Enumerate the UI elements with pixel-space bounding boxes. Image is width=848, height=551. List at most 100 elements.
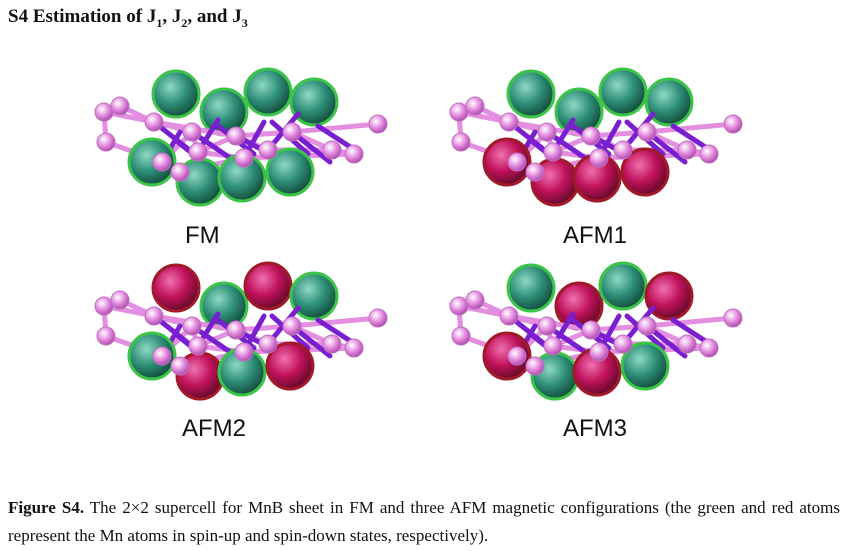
section-heading: S4 Estimation of J1, J2, and J3 xyxy=(8,6,248,30)
boron-atom xyxy=(451,132,471,152)
mn-atom-spin-up xyxy=(289,77,339,127)
boron-atom xyxy=(110,96,130,116)
panel-label-afm2: AFM2 xyxy=(182,415,247,442)
boron-atom xyxy=(96,132,116,152)
mn-atom-spin-down xyxy=(265,341,315,391)
mn-atom-spin-up xyxy=(127,331,177,381)
mn-atom-spin-up xyxy=(598,261,648,311)
boron-atom xyxy=(234,342,254,362)
boron-atom xyxy=(152,346,172,366)
b-b-bond xyxy=(289,121,381,135)
boron-atom xyxy=(581,126,601,146)
boron-atom xyxy=(465,96,485,116)
mn-atom-spin-up xyxy=(506,263,556,313)
mn-atom-spin-up xyxy=(243,67,293,117)
mn-atom-spin-up xyxy=(127,137,177,187)
boron-atom xyxy=(637,122,657,142)
boron-atom xyxy=(677,334,697,354)
boron-atom xyxy=(613,334,633,354)
boron-atom xyxy=(182,122,202,142)
boron-atom xyxy=(637,316,657,336)
mn-atom-spin-up xyxy=(289,271,339,321)
boron-atom xyxy=(152,152,172,172)
mnb-structure-afm1 xyxy=(449,67,743,207)
boron-atom xyxy=(170,356,190,376)
boron-atom xyxy=(465,290,485,310)
structure-panel-afm3 xyxy=(423,256,753,416)
boron-atom xyxy=(613,140,633,160)
boron-atom xyxy=(282,122,302,142)
mn-atom-spin-up xyxy=(506,69,556,119)
boron-atom xyxy=(94,102,114,122)
boron-atom xyxy=(282,316,302,336)
mnb-structure-fm xyxy=(94,67,388,207)
boron-atom xyxy=(322,140,342,160)
boron-atom xyxy=(525,356,545,376)
b-b-bond xyxy=(644,315,736,329)
boron-atom xyxy=(182,316,202,336)
structure-panel-afm2 xyxy=(68,256,398,416)
mn-atom-spin-down xyxy=(243,261,293,311)
boron-atom xyxy=(543,336,563,356)
boron-atom xyxy=(344,144,364,164)
b-b-bond xyxy=(289,315,381,329)
boron-atom xyxy=(723,114,743,134)
mn-atom-spin-down xyxy=(482,331,532,381)
boron-atom xyxy=(537,122,557,142)
boron-atom xyxy=(499,306,519,326)
boron-atom xyxy=(543,142,563,162)
boron-atom xyxy=(449,102,469,122)
boron-atom xyxy=(170,162,190,182)
boron-atom xyxy=(96,326,116,346)
boron-atom xyxy=(677,140,697,160)
mn-atom-spin-up xyxy=(151,69,201,119)
boron-atom xyxy=(589,148,609,168)
boron-atom xyxy=(144,112,164,132)
mn-atom-spin-up xyxy=(644,77,694,127)
boron-atom xyxy=(449,296,469,316)
panel-label-afm1: AFM1 xyxy=(563,222,628,249)
figure-caption: Figure S4. The 2×2 supercell for MnB she… xyxy=(8,494,840,550)
caption-lead: Figure S4. xyxy=(8,498,85,517)
mnb-structure-afm3 xyxy=(449,261,743,401)
boron-atom xyxy=(451,326,471,346)
boron-atom xyxy=(537,316,557,336)
boron-atom xyxy=(507,152,527,172)
boron-atom xyxy=(234,148,254,168)
boron-atom xyxy=(368,114,388,134)
boron-atom xyxy=(368,308,388,328)
mn-atom-spin-up xyxy=(620,341,670,391)
mn-atom-spin-up xyxy=(598,67,648,117)
boron-atom xyxy=(110,290,130,310)
panel-label-afm3: AFM3 xyxy=(563,415,628,442)
boron-atom xyxy=(525,162,545,182)
mn-atom-spin-down xyxy=(482,137,532,187)
boron-atom xyxy=(188,336,208,356)
boron-atom xyxy=(226,320,246,340)
boron-atom xyxy=(94,296,114,316)
boron-atom xyxy=(188,142,208,162)
boron-atom xyxy=(507,346,527,366)
structure-panel-afm1 xyxy=(423,62,753,222)
mn-atom-spin-down xyxy=(151,263,201,313)
mnb-structure-afm2 xyxy=(94,261,388,401)
boron-atom xyxy=(144,306,164,326)
mn-atom-spin-down xyxy=(620,147,670,197)
boron-atom xyxy=(258,140,278,160)
boron-atom xyxy=(699,144,719,164)
boron-atom xyxy=(723,308,743,328)
boron-atom xyxy=(589,342,609,362)
caption-text: The 2×2 supercell for MnB sheet in FM an… xyxy=(8,498,840,545)
boron-atom xyxy=(226,126,246,146)
boron-atom xyxy=(322,334,342,354)
b-b-bond xyxy=(644,121,736,135)
structure-panel-fm xyxy=(68,62,398,222)
boron-atom xyxy=(258,334,278,354)
boron-atom xyxy=(699,338,719,358)
mn-atom-spin-up xyxy=(265,147,315,197)
boron-atom xyxy=(499,112,519,132)
panel-label-fm: FM xyxy=(185,222,220,249)
boron-atom xyxy=(581,320,601,340)
mn-atom-spin-down xyxy=(644,271,694,321)
boron-atom xyxy=(344,338,364,358)
